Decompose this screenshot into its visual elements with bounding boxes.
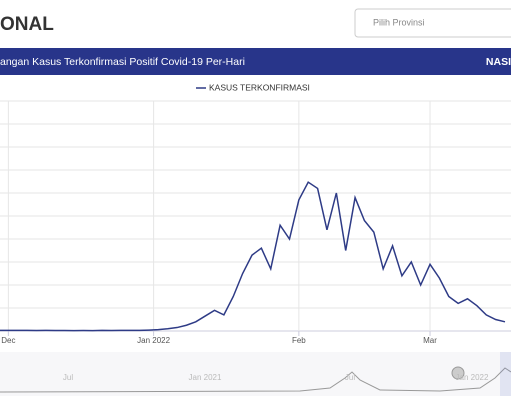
panel-right-label: NASI: [486, 56, 511, 68]
panel-title: angan Kasus Terkonfirmasi Positif Covid-…: [0, 56, 245, 68]
search-box[interactable]: [354, 8, 511, 38]
search-placeholder: Pilih Provinsi: [373, 17, 425, 27]
series-line: [0, 181, 506, 332]
navigator-selection[interactable]: [500, 352, 511, 396]
x-tick-label: Mar: [423, 336, 437, 345]
navigator-label: Jan 2022: [456, 373, 489, 382]
header-title: ONAL: [0, 14, 54, 35]
navigator-label: Jan 2021: [189, 373, 222, 382]
panel-header: [0, 48, 511, 75]
navigator-label: Jul: [63, 373, 73, 382]
x-tick-label: Feb: [292, 336, 306, 345]
navigator: [0, 352, 511, 396]
x-tick-label: Jan 2022: [137, 336, 170, 345]
navigator-label: Jul: [345, 373, 355, 382]
legend-label: KASUS TERKONFIRMASI: [209, 82, 310, 92]
navigator-handle[interactable]: [451, 366, 465, 380]
x-tick-label: Dec: [1, 336, 15, 345]
navigator-line: [0, 367, 511, 393]
